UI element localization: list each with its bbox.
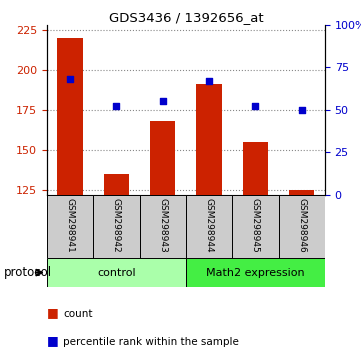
Text: GSM298942: GSM298942 xyxy=(112,198,121,253)
Text: ■: ■ xyxy=(47,306,59,319)
Text: control: control xyxy=(97,268,136,278)
Bar xyxy=(289,190,314,195)
Text: Math2 expression: Math2 expression xyxy=(206,268,305,278)
Point xyxy=(67,76,73,82)
Text: GSM298946: GSM298946 xyxy=(297,198,306,253)
Point xyxy=(113,103,119,109)
Bar xyxy=(140,195,186,258)
Title: GDS3436 / 1392656_at: GDS3436 / 1392656_at xyxy=(109,11,263,24)
Point xyxy=(253,103,258,109)
Bar xyxy=(232,195,279,258)
Bar xyxy=(150,121,175,195)
Text: percentile rank within the sample: percentile rank within the sample xyxy=(63,337,239,347)
Bar xyxy=(47,258,186,287)
Bar xyxy=(47,195,93,258)
Text: GSM298944: GSM298944 xyxy=(205,198,214,253)
Bar xyxy=(186,258,325,287)
Bar xyxy=(243,142,268,195)
Bar xyxy=(279,195,325,258)
Bar xyxy=(93,195,140,258)
Text: GSM298941: GSM298941 xyxy=(66,198,75,253)
Text: protocol: protocol xyxy=(4,266,52,279)
Bar xyxy=(57,38,83,195)
Text: ■: ■ xyxy=(47,334,59,347)
Point xyxy=(206,78,212,84)
Text: GSM298945: GSM298945 xyxy=(251,198,260,253)
Point xyxy=(160,98,166,104)
Bar xyxy=(104,174,129,195)
Bar xyxy=(186,195,232,258)
Text: GSM298943: GSM298943 xyxy=(158,198,167,253)
Text: count: count xyxy=(63,309,93,319)
Point xyxy=(299,107,305,113)
Bar xyxy=(196,84,222,195)
